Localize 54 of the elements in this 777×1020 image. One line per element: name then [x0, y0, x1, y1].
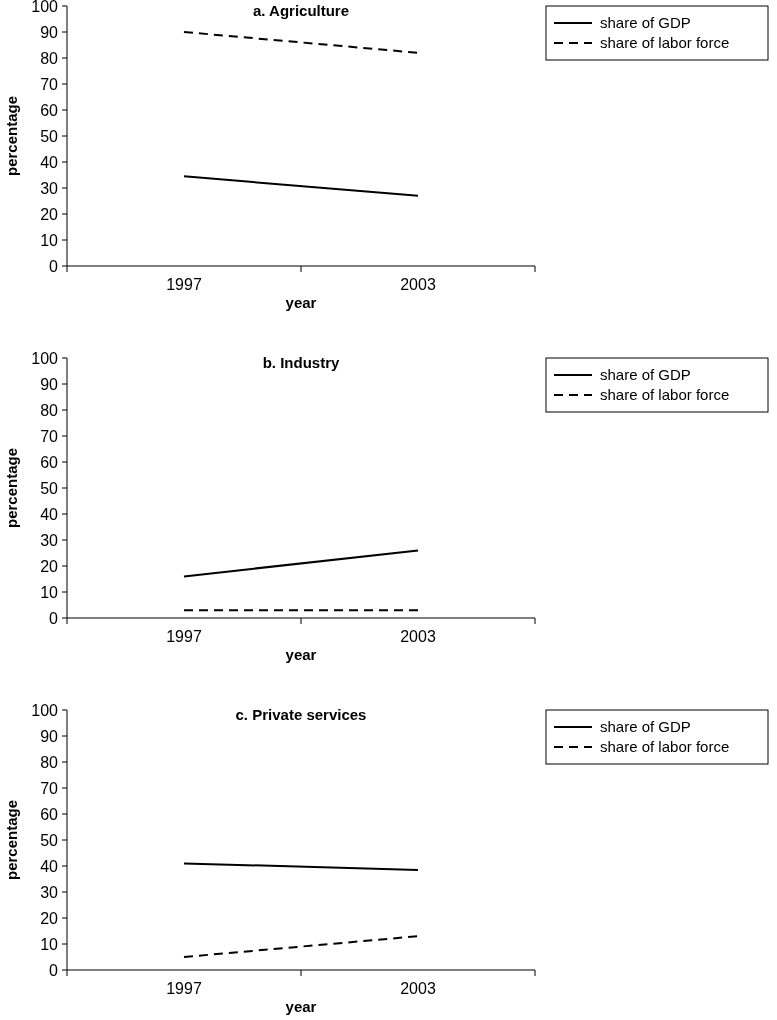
y-tick-label: 100	[31, 349, 59, 367]
y-tick-label: 40	[40, 505, 59, 523]
legend-label: share of GDP	[600, 366, 691, 384]
y-tick-label: 10	[40, 231, 59, 249]
legend-label: share of labor force	[600, 386, 730, 404]
y-tick-label: 80	[40, 401, 59, 419]
x-axis-title: year	[285, 646, 317, 663]
y-tick-label: 0	[49, 961, 59, 979]
legend-label: share of GDP	[600, 718, 691, 736]
chart-title: b. Industry	[262, 354, 340, 371]
legend-label: share of labor force	[600, 34, 730, 52]
y-tick-label: 90	[40, 727, 59, 745]
legend-label: share of GDP	[600, 14, 691, 32]
y-tick-label: 20	[40, 909, 59, 927]
y-tick-label: 90	[40, 23, 59, 41]
y-tick-label: 10	[40, 583, 59, 601]
y-tick-label: 100	[31, 701, 59, 719]
x-tick-label: 1997	[166, 980, 202, 997]
chart-title: a. Agriculture	[252, 2, 350, 19]
y-tick-label: 80	[40, 49, 59, 67]
x-tick-label: 2003	[400, 276, 436, 293]
y-tick-label: 50	[40, 831, 59, 849]
y-tick-label: 70	[40, 75, 59, 93]
y-tick-label: 30	[40, 883, 59, 901]
y-axis-title: percentage	[3, 95, 20, 177]
y-tick-label: 90	[40, 375, 59, 393]
y-tick-label: 40	[40, 153, 59, 171]
y-tick-label: 0	[49, 609, 59, 627]
y-tick-label: 40	[40, 857, 59, 875]
y-tick-label: 30	[40, 179, 59, 197]
y-tick-label: 50	[40, 479, 59, 497]
y-tick-label: 30	[40, 531, 59, 549]
x-tick-label: 2003	[400, 980, 436, 997]
y-tick-label: 50	[40, 127, 59, 145]
y-tick-label: 60	[40, 453, 59, 471]
x-tick-label: 1997	[166, 628, 202, 645]
y-tick-label: 10	[40, 935, 59, 953]
y-tick-label: 80	[40, 753, 59, 771]
y-tick-label: 20	[40, 205, 59, 223]
x-tick-label: 1997	[166, 276, 202, 293]
y-tick-label: 0	[49, 257, 59, 275]
x-axis-title: year	[285, 294, 317, 311]
y-axis-title: percentage	[3, 799, 20, 881]
y-tick-label: 70	[40, 779, 59, 797]
y-axis-title: percentage	[3, 447, 20, 529]
y-tick-label: 20	[40, 557, 59, 575]
y-tick-label: 100	[31, 0, 59, 15]
y-tick-label: 70	[40, 427, 59, 445]
legend-label: share of labor force	[600, 738, 730, 756]
y-tick-label: 60	[40, 805, 59, 823]
chart-title: c. Private services	[235, 706, 367, 723]
y-tick-label: 60	[40, 101, 59, 119]
x-tick-label: 2003	[400, 628, 436, 645]
x-axis-title: year	[285, 998, 317, 1015]
